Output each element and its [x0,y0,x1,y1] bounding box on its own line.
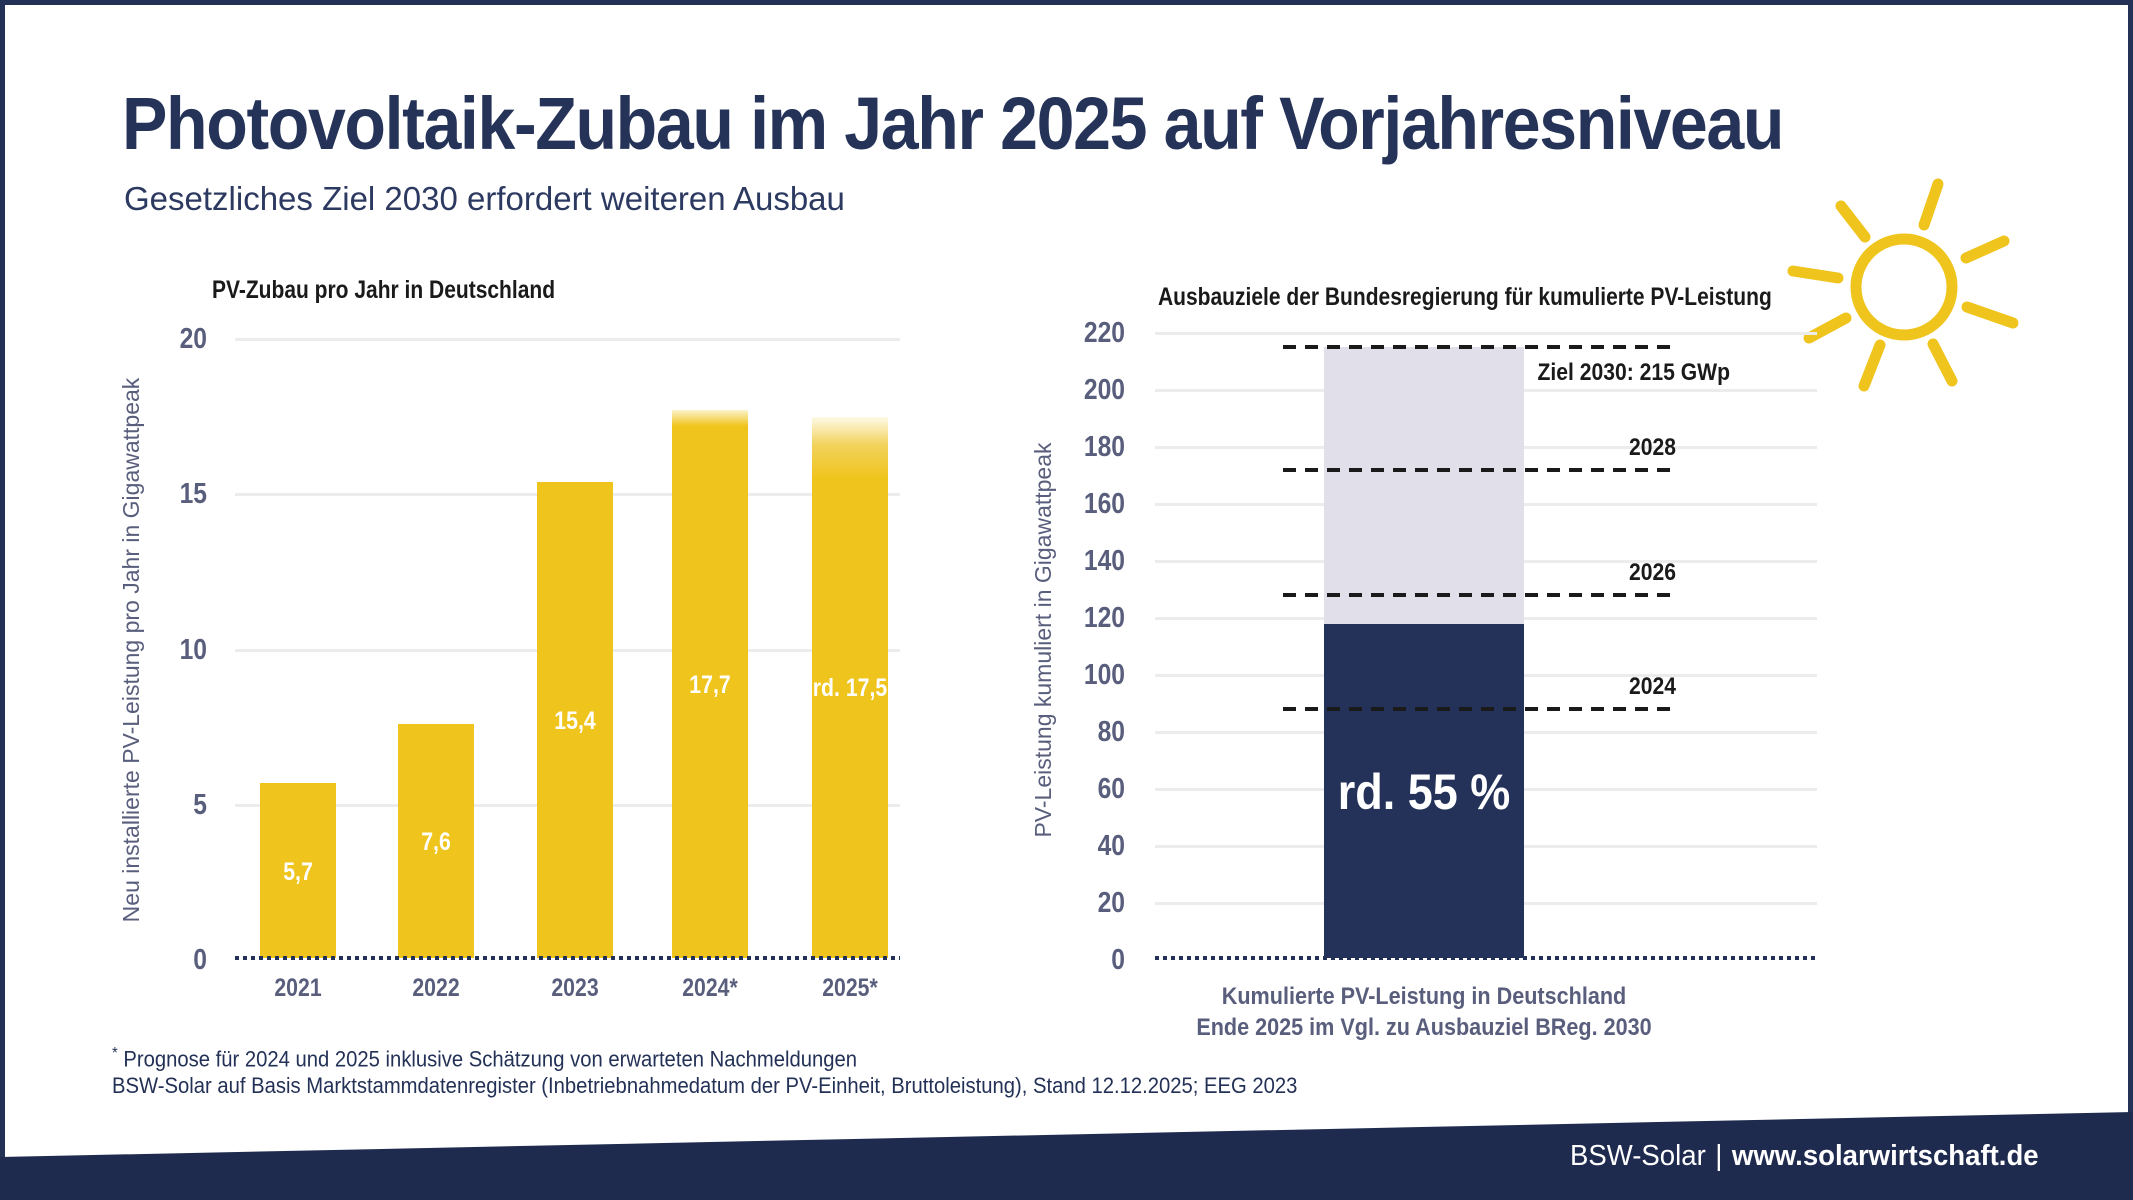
target-line-128 [1283,593,1676,598]
x-label-2023: 2023 [551,974,599,1002]
target-line-215 [1283,345,1676,350]
x-label-2022: 2022 [412,974,460,1002]
frame-left [0,0,5,1200]
right-y-tick-180: 180 [1083,431,1125,463]
x-label-2021: 2021 [274,974,322,1002]
bar-value-2022: 7,6 [421,828,451,856]
right-y-tick-220: 220 [1083,317,1125,349]
bar-value-2025*: rd. 17,5 [812,674,888,703]
left-y-tick-15: 15 [179,478,207,511]
right-xlabel-line2: Ende 2025 im Vgl. zu Ausbauziel BReg. 20… [1196,1014,1652,1041]
stacked-bar-gap-segment [1324,347,1524,624]
left-y-tick-5: 5 [193,788,207,821]
footnote-star: * [112,1045,118,1062]
frame-right [2128,0,2133,1200]
left-y-tick-20: 20 [179,323,207,355]
target-label-88: 2024 [1629,673,1676,701]
target-label-215: Ziel 2030: 215 GWp [1537,359,1730,387]
right-gridline-220 [1155,332,1817,335]
right-y-tick-40: 40 [1097,830,1125,862]
bar-value-2021: 5,7 [283,857,313,886]
x-label-2025*: 2025* [822,974,878,1002]
left-gridline-20 [235,338,900,341]
bar-2022 [398,724,474,958]
bar-2025* [812,416,888,958]
bar-2021 [260,783,336,958]
page-title: Photovoltaik-Zubau im Jahr 2025 auf Vorj… [122,82,1784,165]
stacked-bar-share-label: rd. 55 % [1337,763,1511,820]
footer-text: BSW-Solar | www.solarwirtschaft.de [1570,1138,2039,1174]
footer-separator: | [1715,1140,1723,1172]
right-y-tick-100: 100 [1083,659,1125,691]
right-y-tick-0: 0 [1111,944,1125,976]
page-subtitle: Gesetzliches Ziel 2030 erfordert weitere… [124,180,845,217]
target-line-88 [1283,707,1676,712]
target-label-172: 2028 [1629,433,1676,461]
footnote-forecast: * Prognose für 2024 und 2025 inklusive S… [112,1040,857,1073]
footnote-source: BSW-Solar auf Basis Marktstammdatenregis… [112,1073,1298,1098]
footer-url: www.solarwirtschaft.de [1731,1140,2039,1172]
right-y-tick-20: 20 [1097,887,1125,919]
right-y-tick-80: 80 [1097,716,1125,748]
bar-2023 [537,481,613,958]
right-y-tick-200: 200 [1083,374,1125,406]
bar-value-2023: 15,4 [554,706,596,735]
bar-value-2024*: 17,7 [689,671,731,700]
footnote-line1: Prognose für 2024 und 2025 inklusive Sch… [117,1046,857,1072]
left-y-tick-0: 0 [193,944,207,976]
right-chart-title: Ausbauziele der Bundesregierung für kumu… [1158,283,1772,311]
right-y-tick-120: 120 [1083,602,1125,634]
bar-2024* [672,410,748,958]
left-baseline-dotted [235,956,900,960]
right-xlabel-line1: Kumulierte PV-Leistung in Deutschland [1221,983,1627,1010]
left-chart-title: PV-Zubau pro Jahr in Deutschland [212,276,556,304]
footer-brand: BSW-Solar [1570,1140,1706,1172]
x-label-2024*: 2024* [682,974,738,1002]
target-label-128: 2026 [1629,559,1676,587]
stacked-bar-achieved-segment [1324,623,1524,958]
sun-icon [1787,178,2019,392]
right-y-tick-160: 160 [1083,488,1125,520]
right-y-tick-140: 140 [1083,545,1125,577]
target-line-172 [1283,467,1676,472]
frame-top [0,0,2133,5]
right-baseline-dotted [1155,956,1817,960]
left-y-tick-10: 10 [179,633,207,666]
right-y-tick-60: 60 [1097,773,1125,805]
